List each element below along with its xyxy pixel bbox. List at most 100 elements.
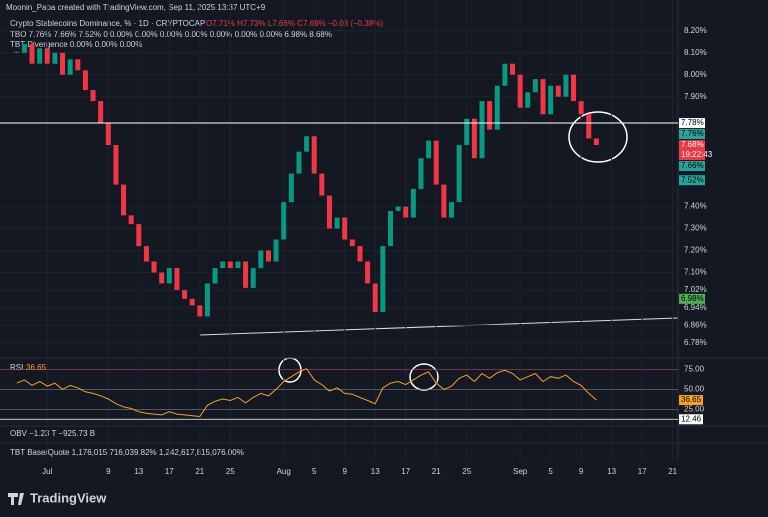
x-tick-label: 5 <box>312 467 317 476</box>
candle <box>174 268 180 291</box>
candle <box>37 48 43 64</box>
candle <box>204 283 210 317</box>
y-tick-label: 7.40% <box>684 202 707 211</box>
x-tick-label: 17 <box>401 467 410 476</box>
countdown: 19:22:43 <box>681 150 713 159</box>
rsi-tick-label: 50.00 <box>684 385 705 394</box>
x-tick-label: 17 <box>638 467 647 476</box>
candle <box>60 52 66 75</box>
rsi-legend-value: 36.65 <box>26 363 47 372</box>
candle <box>212 268 218 284</box>
candle <box>113 145 119 185</box>
x-tick-label: 13 <box>607 467 616 476</box>
candle <box>479 101 485 159</box>
candle <box>273 239 279 262</box>
x-tick-label: 21 <box>668 467 677 476</box>
rsi-last-bg <box>679 395 703 406</box>
candle <box>197 305 203 317</box>
candle <box>456 145 462 203</box>
y-tick-label: 6.78% <box>684 338 707 347</box>
candle <box>67 59 73 75</box>
candle <box>349 239 355 247</box>
price-label-bg <box>679 118 705 129</box>
candle <box>532 79 538 93</box>
candle <box>494 85 500 130</box>
tbo-legend: TBO 7.76% 7.66% 7.52% 0 0.00% 0.00% 0.00… <box>10 30 332 39</box>
price-label: 7.66% <box>681 161 704 170</box>
logo: TradingView <box>30 490 107 505</box>
candle <box>128 215 134 225</box>
price-label-bg <box>679 175 705 186</box>
x-tick-label: Jul <box>42 467 52 476</box>
candle <box>433 140 439 185</box>
x-tick-label: 13 <box>371 467 380 476</box>
candle <box>105 123 111 146</box>
candle <box>319 173 325 196</box>
candle <box>90 90 96 102</box>
candle <box>296 151 302 174</box>
rsi-tick-label: 25.00 <box>684 404 705 413</box>
candle <box>540 79 546 115</box>
candle <box>304 136 310 152</box>
x-tick-label: Sep <box>513 467 528 476</box>
highlight-circle <box>568 111 628 163</box>
candle <box>593 138 599 146</box>
candle <box>281 202 287 240</box>
y-tick-label: 7.10% <box>684 268 707 277</box>
candle <box>75 59 81 71</box>
price-label: 7.76% <box>681 129 704 138</box>
candle <box>448 202 454 218</box>
candle <box>395 206 401 211</box>
candle <box>387 210 393 247</box>
candle <box>21 43 27 53</box>
candle <box>525 92 531 108</box>
candle <box>98 101 104 124</box>
obv-legend: OBV −1.23 T −925.73 B <box>10 429 95 438</box>
candle <box>464 118 470 146</box>
x-tick-label: 25 <box>462 467 471 476</box>
y-tick-label: 7.30% <box>684 224 707 233</box>
price-label: 6.98% <box>681 294 704 303</box>
candle <box>189 298 195 306</box>
candle <box>311 136 317 174</box>
candle <box>563 74 569 97</box>
ohlc: O7.71% H7.73% L7.66% C7.68% −0.03 (−0.38… <box>206 19 383 28</box>
candle <box>403 206 409 218</box>
x-tick-label: 25 <box>226 467 235 476</box>
y-tick-label: 6.94% <box>684 303 707 312</box>
candle <box>52 52 58 64</box>
candle <box>44 48 50 64</box>
y-tick-label: 6.86% <box>684 320 707 329</box>
candle <box>250 268 256 288</box>
candle <box>235 261 241 269</box>
y-tick-label: 7.02% <box>684 285 707 294</box>
candle <box>227 261 233 269</box>
rsi-tick-label: 75.00 <box>684 365 705 374</box>
candle <box>380 246 386 313</box>
candle <box>510 63 516 75</box>
price-label: 7.52% <box>681 175 704 184</box>
rsi-title: RSI <box>10 363 23 372</box>
rsi-last-label: 36.65 <box>681 395 702 404</box>
price-label: 7.68% <box>681 140 704 149</box>
y-tick-label: 7.20% <box>684 246 707 255</box>
candle <box>143 246 149 262</box>
candle <box>365 261 371 284</box>
candle <box>182 290 188 299</box>
candle <box>502 63 508 86</box>
symbol: Crypto Stablecoins Dominance, % · 1D · C… <box>10 19 205 28</box>
price-label-bg <box>679 140 705 161</box>
candle <box>586 114 592 139</box>
candle <box>288 173 294 203</box>
candle <box>166 268 172 284</box>
price-label-bg <box>679 129 705 140</box>
highlight-circle <box>409 363 439 391</box>
candle <box>555 85 561 97</box>
candle <box>357 246 363 262</box>
candle <box>243 261 249 288</box>
candle <box>136 224 142 247</box>
y-tick-label: 8.20% <box>684 26 707 35</box>
candle <box>372 283 378 313</box>
candle <box>441 184 447 218</box>
